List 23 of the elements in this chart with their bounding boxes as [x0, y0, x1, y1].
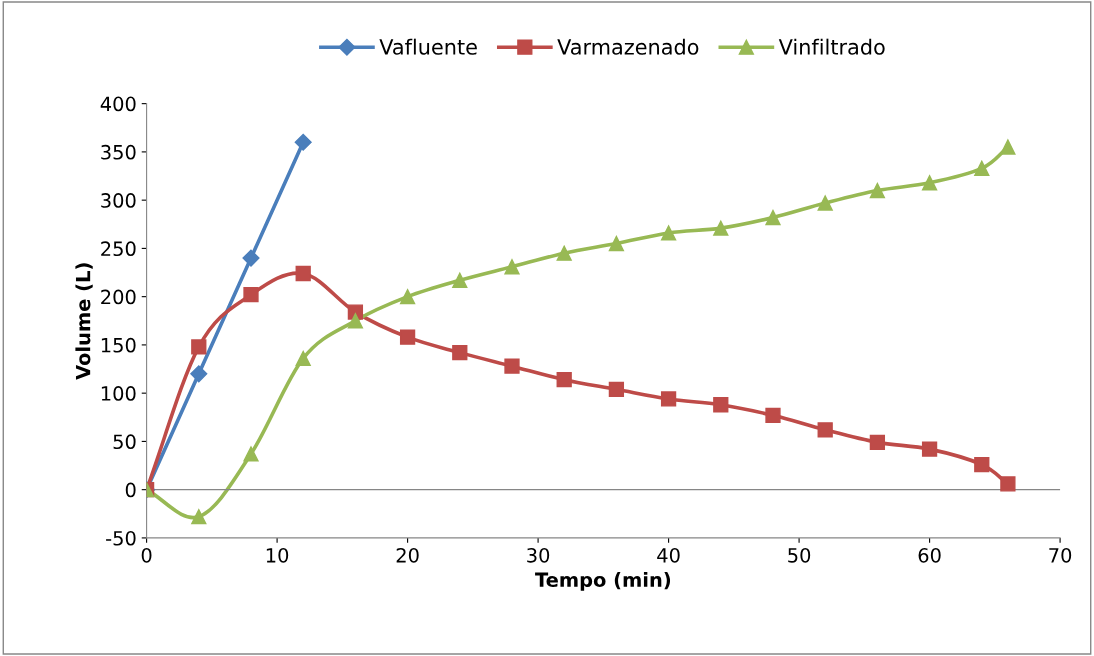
y-tick-label: -50	[106, 530, 136, 546]
y-tick-label: 200	[101, 289, 136, 305]
x-tick-label: 40	[657, 547, 680, 563]
y-tick-label: 0	[125, 482, 136, 498]
y-tick-label: 300	[101, 193, 136, 208]
y-tick-label: 50	[113, 434, 136, 450]
x-tick-label: 50	[788, 547, 811, 563]
legend-label: Vafluente	[379, 38, 477, 55]
x-tick-label: 30	[527, 547, 550, 563]
x-tick-label: 0	[141, 547, 152, 563]
legend-label: Vinfiltrado	[778, 38, 885, 55]
y-tick-label: 100	[101, 386, 136, 401]
y-tick-label: 250	[101, 241, 136, 257]
x-tick-label: 20	[396, 547, 419, 563]
y-tick-label: 350	[101, 144, 136, 160]
y-axis-title: Volume (L)	[75, 263, 93, 380]
legend-label: Varmazenado	[557, 38, 699, 55]
y-tick-label: 400	[100, 96, 136, 112]
x-tick-label: 60	[918, 547, 941, 563]
x-tick-label: 10	[266, 547, 289, 563]
x-axis-title: Tempo (min)	[535, 572, 671, 591]
y-tick-label: 150	[101, 337, 136, 353]
x-tick-label: 70	[1049, 547, 1072, 563]
